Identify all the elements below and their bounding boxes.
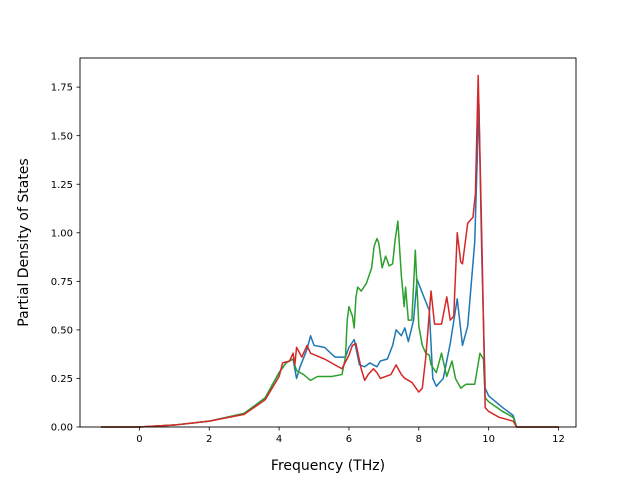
y-tick-label: 0.00 (51, 423, 73, 434)
x-tick-label: 10 (482, 434, 495, 445)
y-axis-label: Partial Density of States (16, 158, 32, 326)
y-tick-label: 0.25 (51, 374, 73, 385)
y-tick-label: 0.75 (51, 277, 73, 288)
series-layer (100, 74, 559, 428)
x-tick-label: 2 (206, 434, 212, 445)
plot-frame (79, 57, 577, 428)
y-axis-ticks: 0.00 0.25 0.50 0.75 1.00 1.25 1.50 1.75 (51, 83, 80, 434)
series-line-3 (100, 74, 559, 428)
y-tick-label: 0.50 (51, 325, 73, 336)
y-tick-label: 1.25 (51, 180, 73, 191)
y-tick-label: 1.75 (51, 83, 73, 94)
y-tick-label: 1.00 (51, 228, 73, 239)
x-tick-label: 4 (276, 434, 282, 445)
x-tick-label: 12 (552, 434, 565, 445)
x-tick-label: 8 (416, 434, 422, 445)
x-axis-label: Frequency (THz) (271, 458, 385, 474)
x-tick-label: 6 (346, 434, 352, 445)
series-line-1 (100, 103, 559, 428)
x-axis-ticks: 0 2 4 6 8 10 12 (136, 427, 565, 445)
x-tick-label: 0 (136, 434, 142, 445)
y-tick-label: 1.50 (51, 131, 73, 142)
series-line-2 (100, 220, 559, 428)
